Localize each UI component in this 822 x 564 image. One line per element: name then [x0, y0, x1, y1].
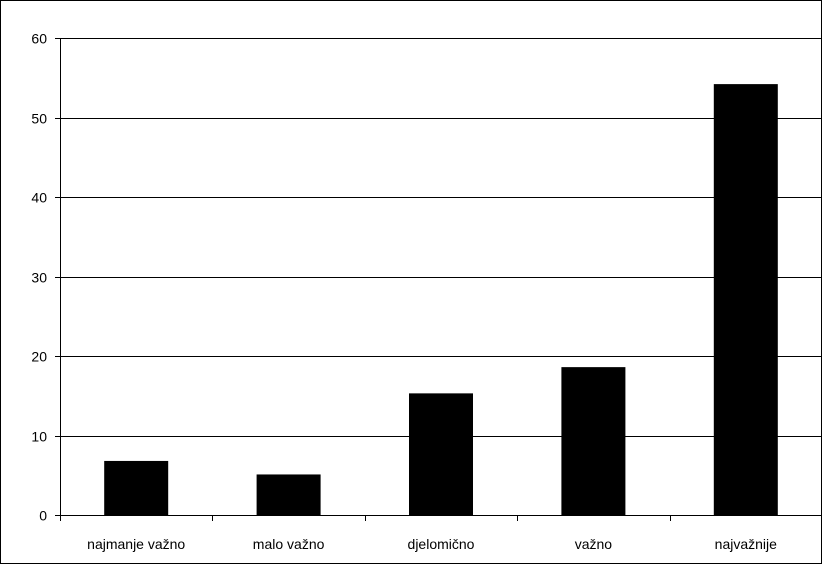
x-tick-label: važno	[575, 536, 613, 552]
bar	[561, 367, 626, 515]
y-tick-label: 10	[31, 429, 47, 445]
y-tick-label: 60	[31, 31, 47, 47]
bar	[256, 474, 321, 515]
bars	[104, 84, 778, 516]
axes	[55, 38, 822, 521]
y-tick-label: 20	[31, 349, 47, 365]
gridlines	[60, 38, 822, 437]
bar	[409, 393, 473, 515]
tick-labels: 0 10 20 30 40 50 60 najmanje važno malo važno dje…	[31, 31, 777, 553]
x-tick-label: najvažnije	[715, 536, 777, 552]
bar	[104, 460, 169, 515]
bar	[713, 84, 778, 516]
y-tick-label: 40	[31, 190, 47, 206]
x-tick-label: djelomično	[408, 536, 475, 552]
x-tick-label: najmanje važno	[87, 536, 185, 552]
y-tick-label: 0	[39, 508, 47, 524]
y-tick-label: 30	[31, 270, 47, 286]
y-tick-label: 50	[31, 111, 47, 127]
x-tick-label: malo važno	[253, 536, 325, 552]
